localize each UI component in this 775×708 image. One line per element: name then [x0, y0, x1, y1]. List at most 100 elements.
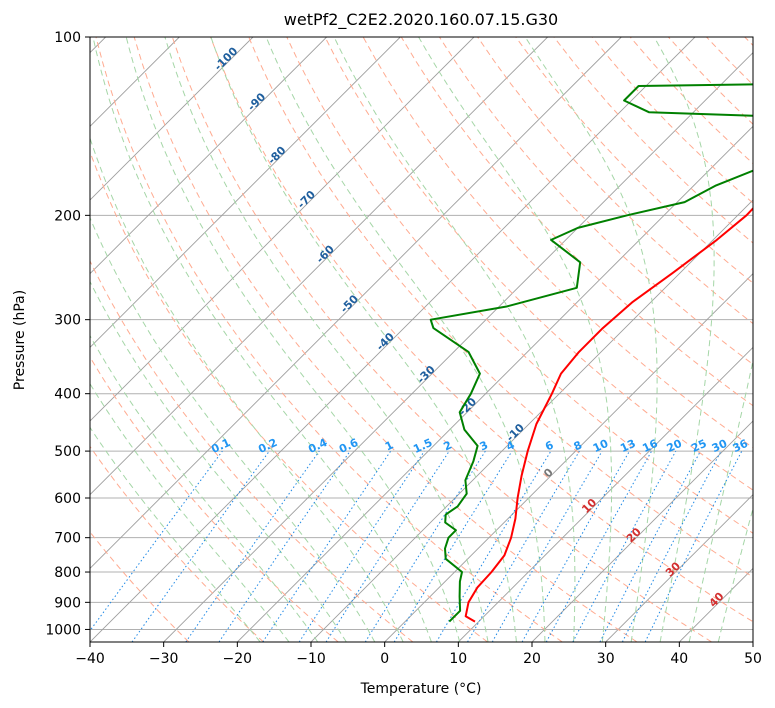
y-tick-label: 500 [54, 444, 81, 460]
mixing-ratio-line [393, 450, 513, 642]
dry-adiabat-label: -100 [212, 44, 241, 73]
temperature-profile [464, 206, 753, 623]
mixing-ratio-label: 30 [710, 437, 730, 455]
moist-adiabat-label: 10 [579, 496, 599, 516]
mixing-ratio-label: 13 [618, 437, 637, 455]
dry-adiabat-label: -80 [265, 144, 288, 167]
moist-adiabat-label: 30 [663, 559, 683, 579]
x-tick-label: −30 [149, 651, 179, 667]
chart-title: wetPf2_C2E2.2020.160.07.15.G30 [284, 10, 558, 30]
moist-adiabat [418, 37, 613, 642]
mixing-ratio-line [90, 450, 223, 632]
x-tick-label: 50 [744, 651, 762, 667]
moist-adiabat [210, 37, 517, 642]
y-tick-label: 100 [54, 30, 81, 46]
y-tick-label: 1000 [45, 622, 81, 638]
y-tick-label: 700 [54, 531, 81, 547]
isotherm--100 [90, 37, 254, 201]
moist-adiabat [90, 280, 347, 642]
isotherm-20 [531, 420, 753, 642]
x-tick-label: 10 [449, 651, 467, 667]
mixing-ratio-line [644, 450, 743, 642]
dry-adiabat [171, 37, 712, 642]
mixing-ratio-line [325, 450, 450, 642]
moist-adiabat [92, 37, 432, 642]
moist-adiabat [90, 136, 404, 642]
mixing-ratio-line [521, 450, 630, 642]
isotherm--50 [90, 37, 622, 569]
moist-adiabat-label: 40 [707, 590, 727, 610]
dry-adiabat-label: -70 [295, 188, 318, 211]
y-tick-label: 300 [54, 313, 81, 329]
mixing-ratio-line [364, 450, 486, 642]
moist-adiabat [90, 216, 376, 642]
mixing-ratio-line [545, 450, 653, 642]
mixing-ratio-label: 36 [731, 437, 751, 455]
isotherm-10 [458, 346, 753, 642]
isotherm--90 [90, 37, 327, 275]
mixing-ratio-label: 16 [640, 437, 660, 455]
y-tick-label: 800 [54, 565, 81, 581]
dry-adiabat [210, 37, 753, 623]
mixing-ratio-line [218, 450, 351, 642]
dry-adiabat [477, 37, 753, 325]
y-tick-label: 400 [54, 387, 81, 403]
dry-adiabat-label: -30 [415, 363, 438, 386]
x-tick-label: 0 [380, 651, 389, 667]
dry-adiabat-label: -60 [314, 242, 337, 265]
mixing-ratio-line [131, 450, 270, 642]
moist-adiabat [265, 37, 546, 642]
moist-adiabat [653, 37, 715, 642]
isotherm--20 [237, 125, 753, 642]
isotherm--70 [90, 37, 475, 422]
isotherm--60 [90, 37, 548, 496]
isotherm--40 [90, 37, 696, 642]
moist-adiabat [717, 506, 753, 642]
x-tick-label: 30 [597, 651, 615, 667]
profiles [429, 83, 753, 623]
reference-lines [90, 37, 753, 642]
x-tick-label: −10 [296, 651, 326, 667]
isotherm--80 [90, 37, 401, 348]
x-tick-label: 40 [670, 651, 688, 667]
dry-adiabat [515, 37, 753, 284]
moist-adiabat [90, 382, 290, 642]
dewpoint-profile [429, 83, 753, 623]
isotherm-50 [752, 641, 753, 642]
mixing-ratio-label: 0.1 [209, 436, 232, 456]
moist-adiabat [688, 358, 753, 642]
mixing-ratio-label: 10 [591, 437, 611, 455]
y-tick-label: 600 [54, 491, 81, 507]
y-tick-label: 200 [54, 208, 81, 224]
mixing-ratio-label: 25 [689, 437, 708, 455]
mixing-ratio-line [572, 450, 677, 642]
axes: −40 −30 −20 −10 0 10 20 30 40 50 100 200 300 400 500 60… [45, 30, 762, 667]
x-tick-label: −20 [223, 651, 253, 667]
x-tick-label: 20 [523, 651, 541, 667]
moist-adiabat-label: 20 [624, 525, 644, 545]
x-tick-label: −40 [75, 651, 105, 667]
mixing-ratio-label: 1.5 [411, 436, 434, 456]
dry-adiabat [95, 37, 563, 642]
x-axis-label: Temperature (°C) [360, 681, 482, 697]
mixing-ratio-line [435, 450, 552, 642]
mixing-ratio-line [185, 450, 320, 642]
dry-adiabat [90, 150, 488, 642]
mixing-ratio-line [599, 450, 701, 642]
dry-adiabat [90, 531, 190, 642]
dry-adiabat [668, 37, 753, 125]
dry-adiabat-label: -50 [338, 292, 361, 315]
dry-adiabat [591, 37, 753, 204]
isotherm-0 [384, 273, 753, 642]
mixing-ratio-line [298, 450, 425, 642]
moist-adiabat [333, 37, 576, 642]
y-tick-label: 900 [54, 595, 81, 611]
dry-adiabat [286, 37, 753, 534]
y-axis-label: Pressure (hPa) [12, 290, 28, 390]
dry-adiabat [90, 445, 264, 642]
moist-adiabat [90, 334, 319, 642]
isotherm--30 [163, 52, 753, 642]
mixing-ratio-line [262, 450, 392, 642]
isotherm-30 [605, 494, 753, 642]
